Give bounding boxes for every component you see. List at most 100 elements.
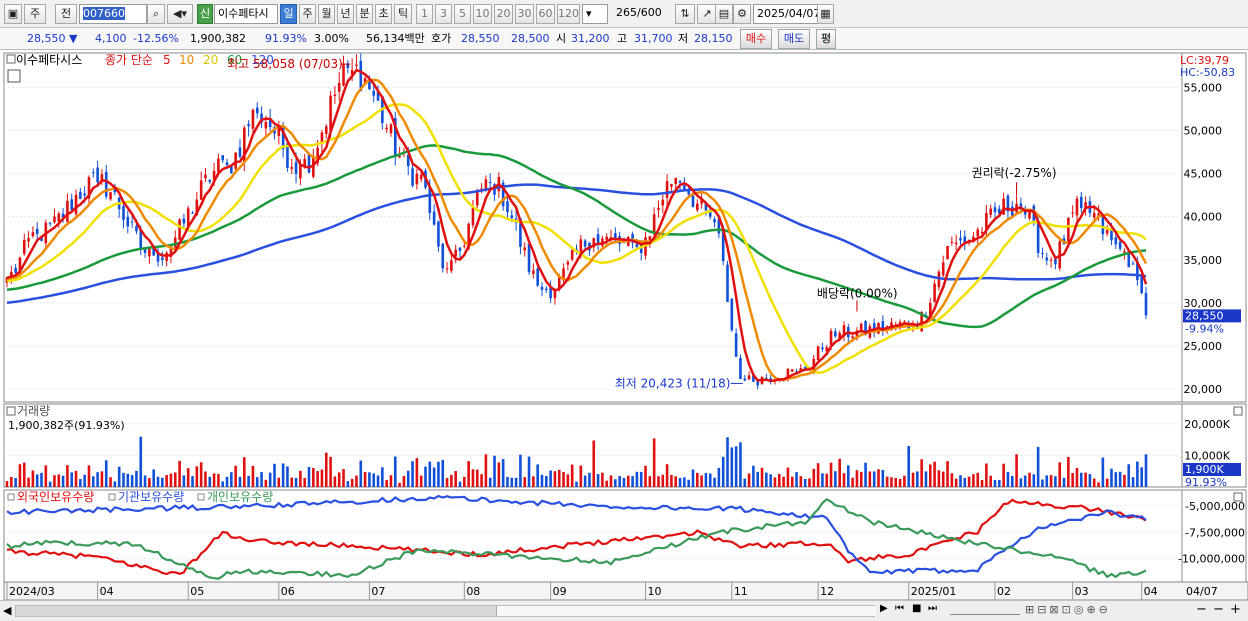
- candle-body: [299, 165, 302, 179]
- period-year-button[interactable]: 년: [337, 4, 354, 24]
- volume-bar: [803, 478, 807, 487]
- candle-body: [1131, 263, 1135, 265]
- bottom-scrollbar[interactable]: ◀ ▶ ⏮ ■ ⏭ ⊞⊟⊠⊡◎⊕⊖ − − +: [0, 600, 1248, 621]
- volume-bar: [812, 468, 816, 487]
- volume-bar: [545, 475, 548, 487]
- volume-bar: [583, 475, 587, 487]
- period-month-button[interactable]: 월: [318, 4, 335, 24]
- candle-body: [467, 223, 470, 249]
- period-day-button[interactable]: 일: [280, 4, 297, 24]
- period-second-button[interactable]: 초: [375, 4, 392, 24]
- minute-60-button[interactable]: 60: [536, 4, 555, 24]
- minute-3-button[interactable]: 3: [435, 4, 452, 24]
- sell-button[interactable]: 매도: [778, 29, 810, 49]
- volume-bar: [842, 473, 846, 487]
- low-annotation: 최저 20,423 (11/18): [615, 376, 731, 390]
- search-icon[interactable]: ⌕: [147, 4, 165, 24]
- candle-body: [53, 216, 56, 223]
- eval-button[interactable]: 평: [816, 29, 836, 49]
- date-field[interactable]: 2025/04/07: [753, 4, 833, 24]
- volume-bar: [281, 463, 285, 487]
- stock-code-input[interactable]: 007660: [79, 4, 147, 24]
- scroll-left-icon[interactable]: ◀: [3, 604, 12, 617]
- volume-bar: [419, 475, 423, 487]
- minute-10-button[interactable]: 10: [473, 4, 492, 24]
- buy-button[interactable]: 매수: [740, 29, 772, 49]
- volume-bar: [445, 478, 449, 487]
- candle-body: [40, 236, 43, 241]
- candle-body: [993, 207, 997, 212]
- gear-icon[interactable]: ⚙: [733, 4, 751, 24]
- candle-body: [747, 375, 751, 380]
- count-total: /600: [637, 6, 662, 19]
- candle-body: [324, 126, 328, 134]
- candle-body: [437, 221, 440, 247]
- volume-bar: [601, 472, 604, 487]
- volume-bar: [130, 475, 134, 487]
- volume-bar: [467, 461, 470, 487]
- volume-bar: [704, 473, 708, 487]
- volume-bar: [786, 467, 790, 487]
- minute-5-button[interactable]: 5: [454, 4, 471, 24]
- chart-svg[interactable]: 20,000 25,000 30,000 35,000 40,000 45,000 50,0…: [0, 51, 1248, 601]
- ask-label: 호가: [431, 32, 452, 45]
- save-icon[interactable]: ▤: [715, 4, 733, 24]
- minute-120-button[interactable]: 120: [557, 4, 580, 24]
- minute-30-button[interactable]: 30: [515, 4, 534, 24]
- stop-icon[interactable]: ■: [912, 603, 922, 614]
- custom-period-dropdown[interactable]: ▾: [582, 4, 608, 24]
- chart-type-icon[interactable]: ⇅: [675, 4, 695, 24]
- period-week-label: 주: [302, 7, 313, 20]
- zoom-in-icon[interactable]: +: [1230, 602, 1241, 617]
- scroll-track[interactable]: [15, 605, 876, 617]
- volume-bar: [389, 475, 393, 487]
- candle-body: [566, 261, 570, 265]
- period-minute-button[interactable]: 분: [356, 4, 373, 24]
- scroll-thumb[interactable]: [496, 606, 876, 616]
- layout-icon[interactable]: ▣: [4, 4, 22, 24]
- tool-icons[interactable]: ⊞⊟⊠⊡◎⊕⊖: [1025, 603, 1111, 616]
- volume-bar: [1019, 478, 1023, 487]
- candle-body: [799, 368, 803, 371]
- minute-20-button[interactable]: 20: [494, 4, 513, 24]
- zoom-out-icon[interactable]: −: [1196, 602, 1207, 617]
- scroll-right-icon[interactable]: ▶: [880, 603, 888, 614]
- draw-tool-icon[interactable]: ↗: [697, 4, 717, 24]
- candle-body: [946, 246, 949, 260]
- volume-bar: [501, 459, 505, 487]
- prev-dropdown[interactable]: 전: [55, 4, 77, 24]
- volume-bar: [696, 472, 699, 487]
- minute-1-button[interactable]: 1: [416, 4, 433, 24]
- volume-bar: [1123, 474, 1126, 487]
- candle-body: [1105, 229, 1109, 234]
- count-field[interactable]: 265/600: [613, 4, 669, 24]
- volume-bar: [1045, 475, 1049, 487]
- candle-body: [553, 289, 557, 299]
- volume-current-label: 1,900K: [1185, 463, 1224, 476]
- volume-bar: [678, 477, 682, 487]
- speaker-icon[interactable]: ◀▾: [167, 4, 193, 24]
- candle-body: [156, 251, 160, 262]
- volume-bar: [286, 466, 289, 487]
- volume-bar: [342, 469, 345, 487]
- period-week-button[interactable]: 주: [299, 4, 316, 24]
- open-label: 시: [556, 32, 567, 45]
- candle-body: [493, 184, 496, 195]
- zoom-minus-icon[interactable]: −: [1213, 602, 1224, 617]
- current-price: 28,550 ▼: [27, 32, 78, 45]
- volume-bar: [437, 461, 440, 487]
- volume-bar: [234, 465, 237, 487]
- volume-bar: [553, 471, 557, 487]
- candle-body: [22, 239, 26, 254]
- x-tick-label: 04: [100, 585, 114, 598]
- volume-bar: [398, 482, 401, 487]
- forward-icon[interactable]: ⏭: [928, 603, 937, 614]
- volume-bar: [739, 442, 742, 487]
- period-tick-button[interactable]: 틱: [394, 4, 412, 24]
- calendar-icon[interactable]: ▦: [817, 4, 834, 24]
- rewind-icon[interactable]: ⏮: [895, 603, 904, 614]
- stock-type-dropdown[interactable]: 주: [24, 4, 46, 24]
- minute-60-label: 60: [538, 7, 553, 20]
- chart-area[interactable]: 20,000 25,000 30,000 35,000 40,000 45,000 50,0…: [0, 51, 1248, 601]
- zoom-slider[interactable]: [950, 605, 1020, 615]
